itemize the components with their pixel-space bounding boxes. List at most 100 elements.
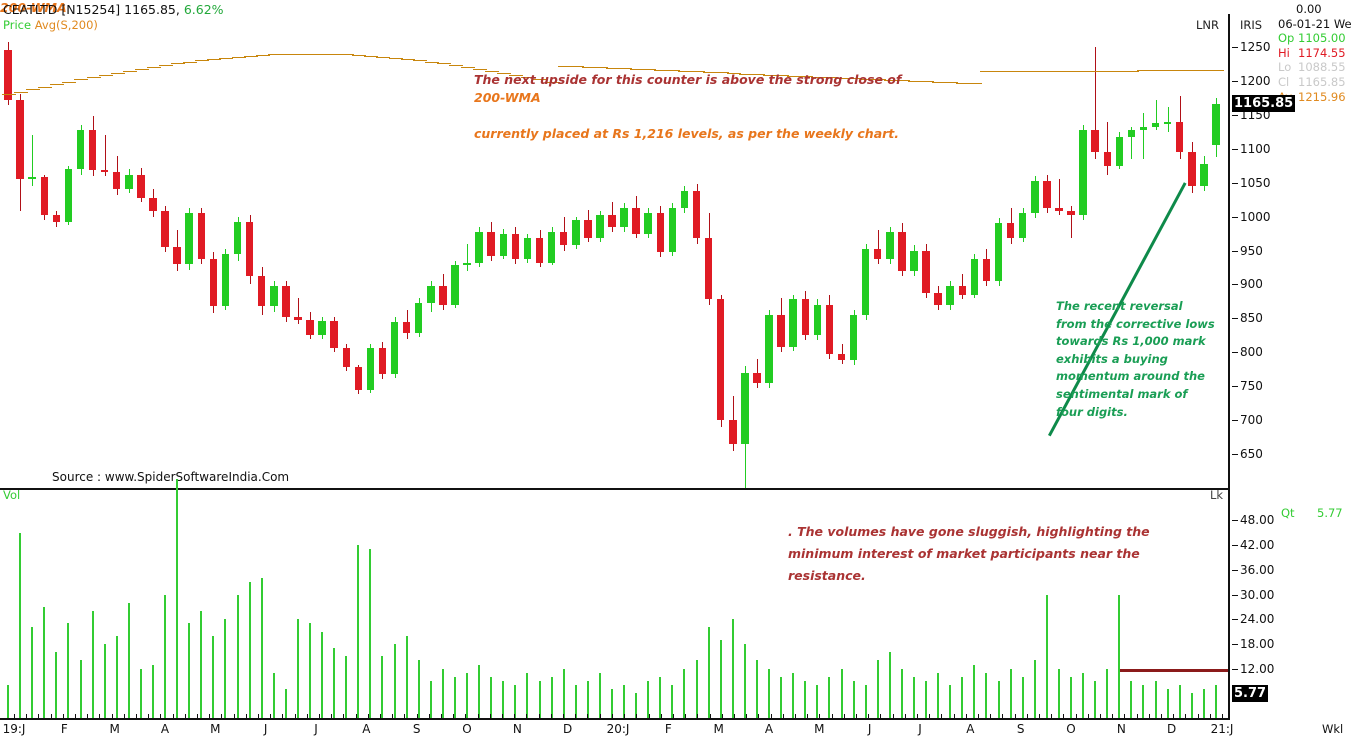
volume-chart-pane[interactable] [0, 479, 1228, 718]
time-axis-label: D [563, 722, 573, 736]
wma-line-segment [461, 66, 475, 68]
time-axis-tick [782, 714, 784, 720]
time-axis-label: S [412, 722, 421, 736]
time-axis-tick [868, 714, 870, 720]
time-axis-label: A [966, 722, 975, 736]
candle-body [994, 223, 1003, 282]
price-tick [1232, 80, 1238, 82]
price-axis-line [1228, 14, 1230, 488]
volume-bar [623, 685, 626, 718]
candle-wick [297, 298, 299, 324]
time-axis-tick [392, 714, 394, 720]
candle-body [741, 372, 749, 444]
wma-line-segment [2, 94, 16, 96]
time-axis-tick [965, 714, 967, 720]
time-axis-tick [258, 714, 260, 720]
wma-line-segment [690, 71, 705, 73]
time-axis-tick [1026, 714, 1028, 720]
candle-body [1151, 122, 1160, 128]
volume-bar [453, 676, 456, 718]
wma-line-segment [243, 55, 258, 57]
time-axis-tick [672, 714, 674, 720]
time-axis-tick [319, 714, 321, 720]
wma-line-segment [678, 70, 693, 72]
time-axis-tick [123, 714, 125, 720]
volume-bar [876, 660, 879, 718]
wma-line-segment [86, 77, 101, 79]
volume-bar [260, 578, 263, 718]
time-axis-label: O [1066, 722, 1076, 736]
candle-body [813, 304, 822, 336]
time-axis-tick [50, 714, 52, 720]
time-axis-tick [648, 714, 650, 720]
wma-line-segment [509, 74, 524, 76]
time-axis-tick [1075, 714, 1077, 720]
wma-line-segment [557, 65, 572, 67]
candle-body [257, 276, 266, 307]
lnr-label: LNR [1196, 18, 1219, 32]
volume-bar [248, 582, 251, 718]
price-chart-pane[interactable] [0, 30, 1228, 488]
time-axis-label: 21:J [1210, 722, 1234, 736]
time-axis-label: O [462, 722, 472, 736]
volume-bar [1154, 680, 1157, 718]
wma-line-segment [545, 81, 560, 83]
wma-line-segment [811, 76, 826, 78]
average-value: 1215.96 [1298, 89, 1346, 104]
volume-bar [1057, 668, 1060, 718]
wma-line-segment [581, 66, 596, 68]
candle-body [402, 321, 411, 334]
time-axis-tick [343, 714, 345, 720]
candle-body [318, 321, 326, 335]
time-axis-tick [1222, 714, 1223, 720]
wma-line-segment [400, 58, 415, 60]
price-tick [1232, 284, 1238, 286]
price-tick-label: 900 [1240, 277, 1263, 292]
price-tick-label: 800 [1240, 345, 1263, 360]
volume-bar [647, 680, 650, 718]
wma-line-segment [267, 54, 282, 56]
time-axis-tick [148, 714, 150, 720]
wma-line-segment [920, 81, 935, 83]
candle-body [1115, 136, 1124, 166]
candle-body [100, 170, 109, 173]
time-axis-tick [941, 714, 943, 720]
candle-body [692, 190, 701, 239]
time-axis-tick [880, 714, 882, 720]
time-axis-tick [245, 714, 247, 720]
candle-body [547, 231, 556, 263]
upside-annotation-wma: 200-WMA [474, 90, 541, 105]
price-tick [1232, 148, 1238, 150]
volume-resistance-line [1120, 668, 1228, 672]
wma-line-segment [1016, 71, 1031, 73]
wma-line-segment [473, 68, 488, 70]
price-tick-label: 650 [1240, 447, 1263, 462]
candle-body [704, 238, 713, 300]
volume-bar [900, 668, 903, 718]
wma-line-segment [340, 54, 355, 56]
price-tick [1232, 454, 1238, 456]
wma-line-segment [316, 53, 331, 55]
time-axis-tick [587, 714, 589, 720]
volume-bar [1033, 660, 1036, 718]
price-tick [1232, 182, 1238, 184]
time-axis-tick [697, 714, 699, 720]
candle-body [861, 249, 870, 315]
wma-line-segment [533, 79, 548, 81]
low-value: 1088.55 [1298, 60, 1346, 75]
wma-line-segment [74, 79, 89, 81]
volume-bar [164, 594, 167, 718]
info-date: 06-01-21 We [1278, 16, 1352, 31]
volume-annotation: . The volumes have gone sluggish, highli… [788, 524, 1150, 583]
time-axis-label: M [713, 722, 724, 736]
time-axis-tick [1173, 714, 1175, 720]
time-axis-label: S [1016, 722, 1025, 736]
wma-line-segment [328, 54, 343, 56]
price-tick [1232, 318, 1238, 320]
info-zero: 0.00 [1296, 2, 1322, 16]
wma-line-segment [171, 63, 186, 65]
candle-body [511, 233, 520, 259]
wma-line-segment [98, 74, 113, 76]
wma-line-segment [992, 71, 1007, 73]
legend-average-label: Avg(S,200) [34, 18, 98, 32]
